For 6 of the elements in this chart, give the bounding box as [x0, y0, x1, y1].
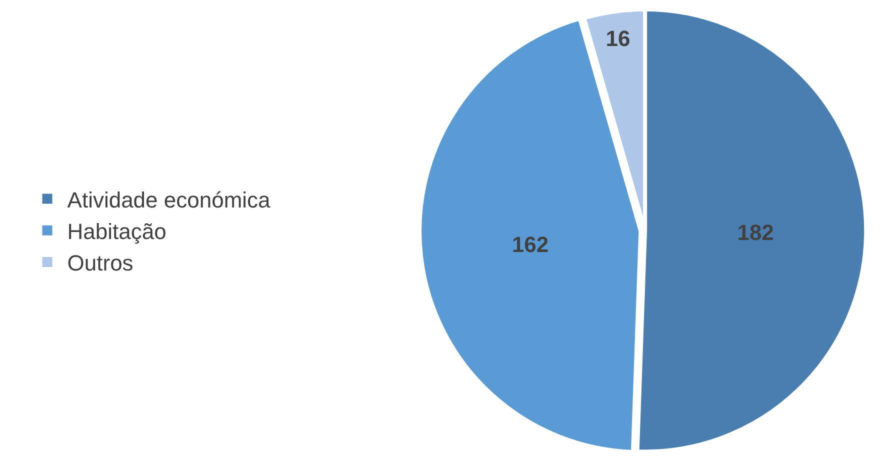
- data-label: 16: [606, 26, 630, 51]
- legend-label: Outros: [67, 250, 134, 276]
- legend-label: Habitação: [67, 218, 166, 244]
- legend-label: Atividade económica: [67, 187, 272, 212]
- data-label: 182: [737, 220, 774, 245]
- data-label: 162: [512, 232, 549, 258]
